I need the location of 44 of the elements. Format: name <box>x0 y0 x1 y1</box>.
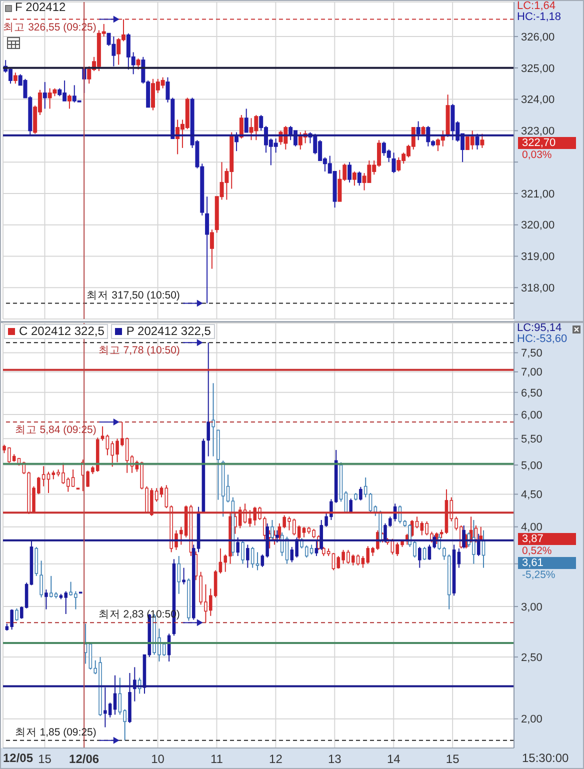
x-tick-label: 14 <box>386 752 401 766</box>
y-tick-label: 5,00 <box>521 460 542 472</box>
y-tick-label: 6,50 <box>521 387 542 400</box>
text: HC:-1,18 <box>517 11 562 23</box>
y-tick-label: 7,00 <box>521 366 542 379</box>
y-tick-label: 7,50 <box>521 348 542 360</box>
annotation: 최고 7,78 (10:50) <box>98 344 180 357</box>
y-tick-label: 320,00 <box>521 220 555 232</box>
y-tick-label: 321,00 <box>521 188 555 200</box>
x-tick-label: 15 <box>38 752 52 766</box>
text: 0,03% <box>522 149 552 162</box>
x-tick-label: 12 <box>269 752 283 766</box>
y-tick-label: 326,00 <box>521 31 555 44</box>
y-tick-label: 4,50 <box>521 489 542 502</box>
annotation: 최저 317,50 (10:50) <box>86 289 180 302</box>
text: LC:1,64 <box>517 0 556 12</box>
x-tick-label: 12/06 <box>69 752 100 766</box>
y-tick-label: 324,00 <box>521 94 555 106</box>
text: 0,52% <box>522 545 552 558</box>
y-tick-label: 4,00 <box>521 522 542 534</box>
y-tick-label: 2,50 <box>521 652 542 664</box>
text: 3,87 <box>522 533 544 546</box>
text: 3,61 <box>522 557 544 570</box>
text: -5,25% <box>522 569 556 582</box>
x-tick-label: 13 <box>328 752 342 766</box>
legend-label: C 202412 322,5 <box>19 324 104 338</box>
chart-title: F 202412 <box>15 0 66 14</box>
y-tick-label: 323,00 <box>521 126 555 138</box>
y-tick-label: 5,50 <box>521 434 542 446</box>
y-tick-label: 318,00 <box>521 282 555 295</box>
y-tick-label: 325,00 <box>521 62 555 75</box>
text: 12/05 <box>3 751 34 765</box>
legend-label: P 202412 322,5 <box>126 324 211 338</box>
y-tick-label: 6,00 <box>521 409 542 422</box>
x-tick-label: 11 <box>210 752 224 766</box>
x-tick-label: 10 <box>151 752 165 766</box>
text: 322,70 <box>522 137 556 150</box>
x-tick-label: 15 <box>446 752 460 766</box>
text: 15:30:00 <box>522 751 569 765</box>
y-tick-label: 2,00 <box>521 714 542 726</box>
y-tick-label: 319,00 <box>521 251 555 264</box>
text: HC:-53,60 <box>517 333 568 345</box>
y-tick-label: 3,00 <box>521 601 542 614</box>
text: LC:95,14 <box>517 322 562 334</box>
